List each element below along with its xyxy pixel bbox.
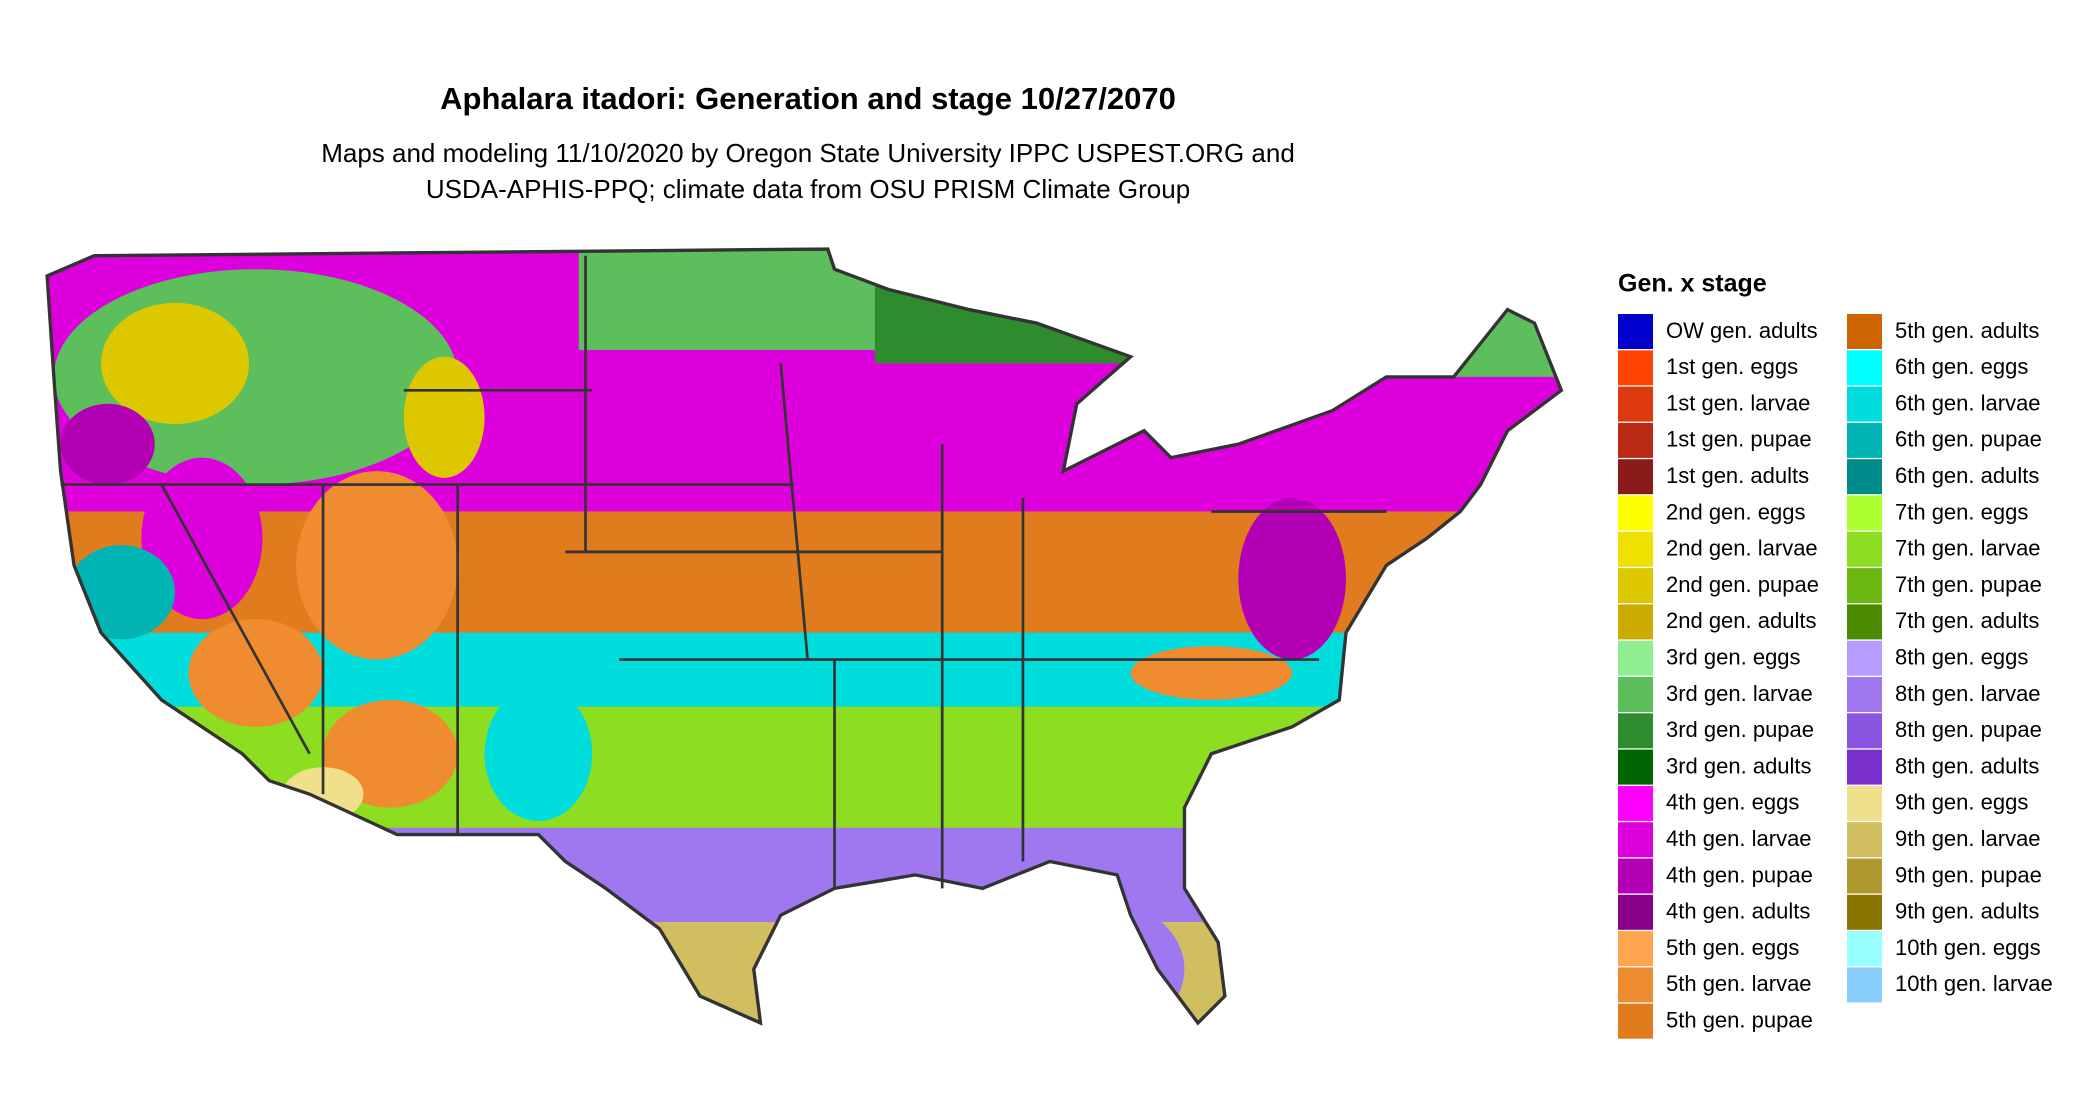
legend-label: 8th gen. eggs xyxy=(1895,645,2028,670)
legend-swatch xyxy=(1618,640,1653,676)
legend-label: 8th gen. pupae xyxy=(1895,717,2042,742)
legend: OW gen. adults 1st gen. eggs 1st gen. larv… xyxy=(1618,314,2053,1039)
legend-label: 1st gen. adults xyxy=(1666,463,1809,488)
legend-label: 3rd gen. pupae xyxy=(1666,717,1814,742)
legend-swatch xyxy=(1847,495,1882,531)
legend-swatch xyxy=(1847,459,1882,495)
map-title: Aphalara itadori: Generation and stage 1… xyxy=(440,81,1176,116)
legend-swatch xyxy=(1847,749,1882,785)
legend-swatch xyxy=(1618,713,1653,749)
legend-swatch xyxy=(1847,604,1882,640)
legend-label: 8th gen. adults xyxy=(1895,753,2039,778)
legend-label: 3rd gen. adults xyxy=(1666,753,1812,778)
legend-swatch xyxy=(1847,640,1882,676)
legend-swatch xyxy=(1847,386,1882,422)
legend-swatch xyxy=(1847,314,1882,349)
legend-label: 3rd gen. eggs xyxy=(1666,645,1801,670)
legend-swatch xyxy=(1618,495,1653,531)
legend-label: 2nd gen. adults xyxy=(1666,608,1816,633)
legend-swatch xyxy=(1618,459,1653,495)
legend-label: 5th gen. pupae xyxy=(1666,1008,1813,1033)
subtitle: USDA-APHIS-PPQ; climate data from OSU PR… xyxy=(426,174,1190,204)
legend-title: Gen. x stage xyxy=(1618,270,1767,298)
legend-label: 9th gen. eggs xyxy=(1895,790,2028,815)
legend-label: 4th gen. pupae xyxy=(1666,862,1813,887)
legend-label: 6th gen. adults xyxy=(1895,463,2039,488)
legend-label: 1st gen. pupae xyxy=(1666,427,1812,452)
legend-label: 7th gen. larvae xyxy=(1895,536,2041,561)
legend-swatch xyxy=(1618,568,1653,604)
legend-label: 2nd gen. pupae xyxy=(1666,572,1819,597)
legend-label: 6th gen. eggs xyxy=(1895,354,2028,379)
legend-swatch xyxy=(1618,749,1653,785)
legend-label: 5th gen. adults xyxy=(1895,318,2039,343)
legend-label: 4th gen. eggs xyxy=(1666,790,1799,815)
map xyxy=(45,247,1564,1026)
legend-swatch xyxy=(1618,822,1653,858)
legend-label: 9th gen. larvae xyxy=(1895,826,2041,851)
legend-swatch xyxy=(1618,386,1653,422)
subtitle: Maps and modeling 11/10/2020 by Oregon S… xyxy=(321,138,1295,168)
legend-label: 9th gen. adults xyxy=(1895,899,2039,924)
legend-swatch xyxy=(1618,785,1653,821)
legend-swatch xyxy=(1847,713,1882,749)
legend-label: 2nd gen. larvae xyxy=(1666,536,1818,561)
legend-swatch xyxy=(1618,1003,1653,1039)
legend-swatch xyxy=(1847,677,1882,712)
legend-swatch xyxy=(1847,350,1882,386)
legend-swatch xyxy=(1618,604,1653,640)
legend-swatch xyxy=(1847,822,1882,858)
legend-swatch xyxy=(1618,677,1653,712)
legend-swatch xyxy=(1847,785,1882,821)
legend-label: 10th gen. larvae xyxy=(1895,971,2053,996)
legend-label: 9th gen. pupae xyxy=(1895,862,2042,887)
legend-label: 1st gen. eggs xyxy=(1666,354,1798,379)
legend-swatch xyxy=(1618,931,1653,967)
legend-swatch xyxy=(1618,894,1653,930)
legend-swatch xyxy=(1618,531,1653,567)
legend-label: 4th gen. adults xyxy=(1666,899,1810,924)
legend-swatch xyxy=(1847,422,1882,458)
legend-swatch xyxy=(1618,314,1653,349)
legend-label: 2nd gen. eggs xyxy=(1666,499,1805,524)
legend-label: 6th gen. larvae xyxy=(1895,390,2041,415)
legend-label: 3rd gen. larvae xyxy=(1666,681,1813,706)
legend-swatch xyxy=(1618,350,1653,386)
legend-label: 4th gen. larvae xyxy=(1666,826,1812,851)
legend-label: 5th gen. larvae xyxy=(1666,971,1812,996)
legend-label: 6th gen. pupae xyxy=(1895,427,2042,452)
legend-swatch xyxy=(1618,858,1653,894)
legend-label: 7th gen. pupae xyxy=(1895,572,2042,597)
legend-label: 7th gen. adults xyxy=(1895,608,2039,633)
legend-label: 1st gen. larvae xyxy=(1666,390,1810,415)
legend-swatch xyxy=(1847,568,1882,604)
legend-swatch xyxy=(1618,422,1653,458)
legend-label: 5th gen. eggs xyxy=(1666,935,1799,960)
legend-swatch xyxy=(1847,894,1882,930)
legend-label: 7th gen. eggs xyxy=(1895,499,2028,524)
legend-swatch xyxy=(1847,858,1882,894)
legend-label: 8th gen. larvae xyxy=(1895,681,2041,706)
legend-label: 10th gen. eggs xyxy=(1895,935,2041,960)
legend-swatch xyxy=(1847,967,1882,1003)
legend-swatch xyxy=(1847,531,1882,567)
legend-swatch xyxy=(1618,967,1653,1003)
legend-label: OW gen. adults xyxy=(1666,318,1818,343)
legend-swatch xyxy=(1847,931,1882,967)
